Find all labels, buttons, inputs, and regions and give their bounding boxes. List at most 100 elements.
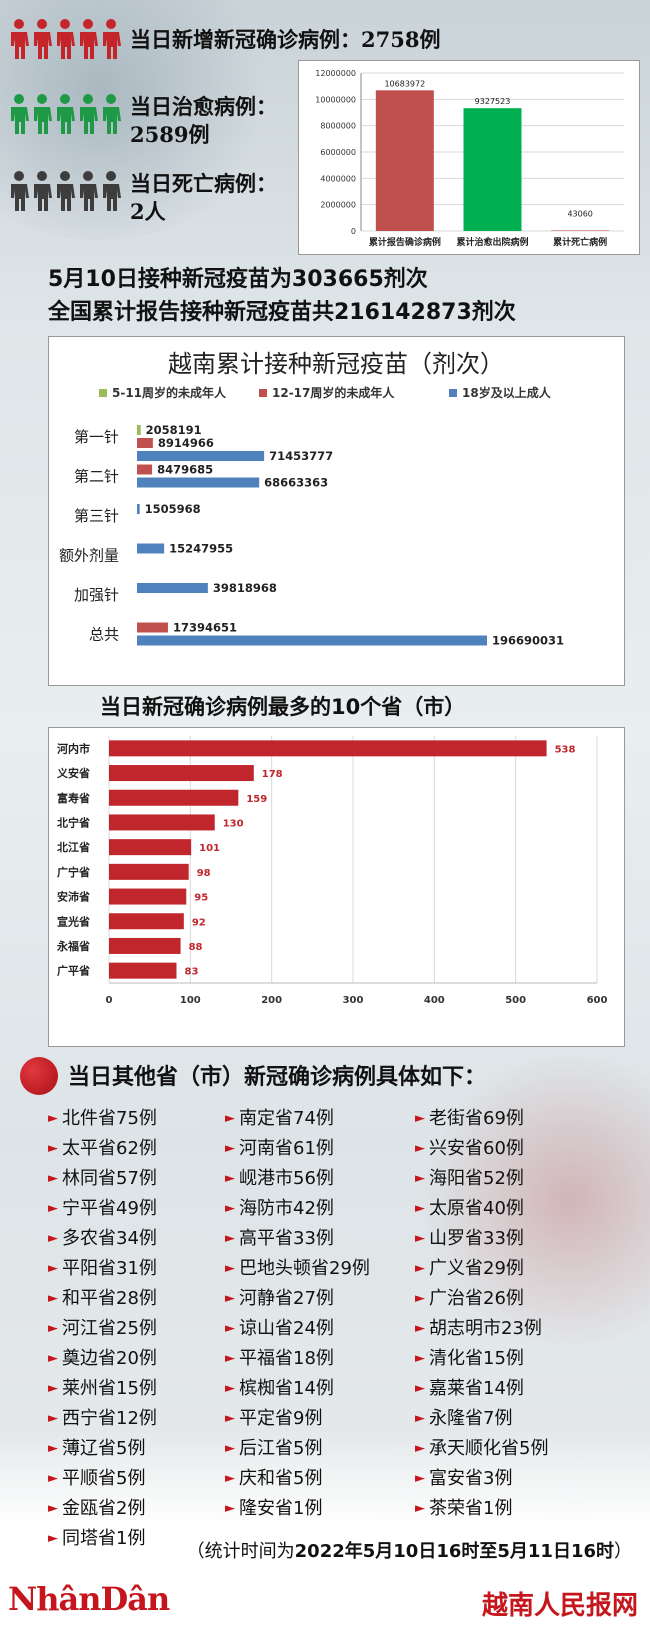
stat-deaths-label: 当日死亡病例： [130,172,277,196]
legend-swatch [259,389,267,397]
data-label: 83 [185,967,199,978]
province-text: 海阳省52例 [429,1168,524,1189]
triangle-bullet-icon: ► [48,1231,58,1246]
category-label: 第一针 [74,428,119,446]
person-icon [103,94,121,134]
province-item: ► 海阳省52例 [415,1165,548,1195]
person-icon [80,19,98,59]
province-text: 太平省62例 [62,1138,157,1159]
category-label: 义安省 [57,766,90,780]
person-icon [11,19,29,59]
person-icon [80,171,98,211]
category-label: 总共 [89,626,119,644]
stat-time-value: 2022年5月10日16时至5月11日16时 [294,1541,614,1562]
y-tick-label: 12000000 [315,69,356,78]
triangle-bullet-icon: ► [225,1231,235,1246]
category-label: 加强针 [74,586,119,604]
x-tick-label: 累计报告确诊病例 [369,236,441,248]
triangle-bullet-icon: ► [415,1141,425,1156]
triangle-bullet-icon: ► [48,1201,58,1216]
province-text: 茶荣省1例 [429,1498,513,1519]
province-item: ► 河江省25例 [48,1315,157,1345]
province-text: 兴安省60例 [429,1138,524,1159]
category-label: 第三针 [74,507,119,525]
triangle-bullet-icon: ► [415,1111,425,1126]
province-text: 高平省33例 [239,1228,334,1249]
category-label: 北宁省 [57,815,90,829]
bar [109,740,547,757]
province-item: ► 嘉莱省14例 [415,1375,548,1405]
province-text: 林同省57例 [62,1168,157,1189]
data-label: 538 [555,744,576,755]
data-label: 88 [189,942,203,953]
y-tick-label: 2000000 [320,201,356,210]
category-label: 安沛省 [57,890,90,904]
legend-swatch [99,389,107,397]
province-item: ► 槟椥省14例 [225,1375,370,1405]
triangle-bullet-icon: ► [225,1291,235,1306]
person-icon [11,94,29,134]
province-item: ► 宁平省49例 [48,1195,157,1225]
people-icon-green [8,93,122,135]
province-item: ► 西宁省12例 [48,1405,157,1435]
province-item: ► 老街省69例 [415,1105,548,1135]
legend-label: 5-11周岁的未成年人 [112,385,227,400]
x-tick-label: 600 [587,995,608,1006]
data-label: 92 [192,917,206,928]
province-text: 广义省29例 [429,1258,524,1279]
triangle-bullet-icon: ► [415,1471,425,1486]
triangle-bullet-icon: ► [225,1141,235,1156]
data-label: 159 [246,794,267,805]
site-name: 越南人民报网 [481,1591,638,1621]
province-text: 多农省34例 [62,1228,157,1249]
category-label: 额外剂量 [59,547,119,565]
triangle-bullet-icon: ► [48,1171,58,1186]
triangle-bullet-icon: ► [48,1321,58,1336]
province-item: ► 平顺省5例 [48,1465,157,1495]
data-label: 9327523 [475,97,511,106]
province-text: 宁平省49例 [62,1198,157,1219]
bar [109,839,192,856]
province-item: ► 河静省27例 [225,1285,370,1315]
province-text: 河江省25例 [62,1318,157,1339]
province-text: 河静省27例 [239,1288,334,1309]
bar [137,477,260,488]
triangle-bullet-icon: ► [48,1381,58,1396]
data-label: 98 [197,868,211,879]
province-item: ► 茶荣省1例 [415,1495,548,1525]
red-dot-bullet [20,1057,58,1095]
province-item: ► 河南省61例 [225,1135,370,1165]
data-label: 8914966 [158,436,214,450]
stat-recovered-value: 2589例 [130,122,210,147]
province-text: 太原省40例 [429,1198,524,1219]
data-label: 43060 [567,209,592,218]
triangle-bullet-icon: ► [225,1261,235,1276]
province-item: ► 平福省18例 [225,1345,370,1375]
triangle-bullet-icon: ► [225,1441,235,1456]
stat-new-cases-value: 2758例 [361,27,441,52]
vaccine-chart-panel: 越南累计接种新冠疫苗（剂次） 5-11周岁的未成年人 12-17周岁的未成年人 18岁… [48,336,625,686]
province-list-col3: ► 老街省69例 ► 兴安省60例 ► 海阳省52例 ► 太原省40例 ► 山罗省33例 ► 广义省2… [415,1105,548,1525]
province-text: 承天顺化省5例 [429,1438,549,1459]
bar [109,962,177,979]
province-item: ► 北件省75例 [48,1105,157,1135]
triangle-bullet-icon: ► [415,1501,425,1516]
triangle-bullet-icon: ► [225,1321,235,1336]
stat-recovered-label: 当日治愈病例： [130,95,277,119]
triangle-bullet-icon: ► [415,1171,425,1186]
category-label: 第二针 [74,468,119,486]
province-text: 和平省28例 [62,1288,157,1309]
data-label: 71453777 [269,449,333,463]
bar [137,543,165,554]
province-text: 河南省61例 [239,1138,334,1159]
bar [109,937,181,954]
province-list-col2: ► 南定省74例 ► 河南省61例 ► 岘港市56例 ► 海防市42例 ► 高平省33例 ► 巴地头顿… [225,1105,370,1525]
province-item: ► 同塔省1例 [48,1525,157,1555]
triangle-bullet-icon: ► [225,1381,235,1396]
province-item: ► 莱州省15例 [48,1375,157,1405]
data-label: 39818968 [213,581,277,595]
province-item: ► 金瓯省2例 [48,1495,157,1525]
stat-deaths: 当日死亡病例： 2人 [8,170,277,226]
province-text: 平顺省5例 [62,1468,146,1489]
nhandan-logo[interactable]: NhânDân [8,1580,170,1618]
